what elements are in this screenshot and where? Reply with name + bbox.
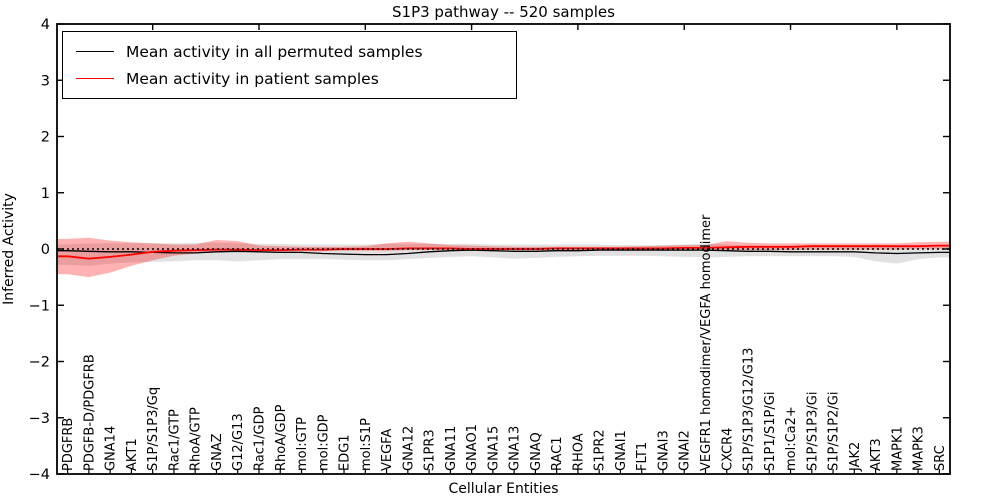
x-tick-label: VEGFA (380, 429, 395, 471)
x-tick-label: G12/G13 (231, 413, 246, 471)
x-tick-label: GNA11 (444, 426, 459, 471)
x-tick-label: PDGFRB (61, 418, 76, 471)
y-tick-label: −3 (29, 411, 50, 427)
x-tick-label: mol:S1P (359, 418, 374, 471)
x-tick-label: GNA14 (104, 426, 119, 471)
x-tick-label: S1P1/S1P/Gi (763, 392, 778, 471)
x-tick-label: CXCR4 (720, 428, 735, 471)
chart-title: S1P3 pathway -- 520 samples (392, 3, 615, 21)
legend-line-sample-red (76, 78, 114, 79)
x-tick-label: GNAI1 (614, 430, 629, 471)
x-tick-label: RAC1 (550, 436, 565, 471)
x-tick-label: S1P/S1P2/Gi (827, 392, 842, 471)
x-tick-label: PDGFB-D/PDGFRB (82, 354, 97, 471)
legend-entry-permuted: Mean activity in all permuted samples (76, 38, 516, 65)
x-tick-label: GNA15 (486, 426, 501, 471)
legend: Mean activity in all permuted samples Me… (62, 31, 517, 99)
legend-line-sample-black (76, 51, 114, 52)
x-tick-label: GNAO1 (465, 424, 480, 471)
x-tick-label: mol:Ca2+ (784, 406, 799, 471)
legend-label: Mean activity in patient samples (126, 69, 379, 88)
x-tick-label: S1PR3 (423, 429, 438, 471)
x-tick-label: GNAI3 (656, 430, 671, 471)
x-tick-label: VEGFR1 homodimer/VEGFA homodimer (699, 214, 714, 471)
x-tick-label: mol:GDP (316, 414, 331, 471)
x-tick-label: AKT1 (125, 438, 140, 471)
x-tick-label: MAPK1 (890, 426, 905, 471)
x-tick-label: RhoA/GDP (274, 404, 289, 471)
y-tick-label: −1 (29, 298, 50, 314)
x-tick-label: EDG1 (338, 434, 353, 471)
plot-border (56, 23, 951, 475)
x-tick-label: AKT3 (869, 438, 884, 471)
y-tick-label: −2 (29, 355, 50, 371)
x-tick-label: mol:GTP (295, 417, 310, 471)
x-tick-label: S1PR2 (593, 429, 608, 471)
permuted-band (58, 242, 949, 266)
x-tick-label: SRC (933, 445, 948, 471)
y-tick-label: 2 (41, 130, 50, 146)
y-tick-label: −4 (29, 467, 50, 483)
y-tick-label: 3 (41, 73, 50, 89)
x-tick-label: Rac1/GTP (167, 409, 182, 471)
x-tick-label: S1P/S1P3/G12/G13 (742, 348, 757, 471)
x-tick-label: FLT1 (635, 442, 650, 471)
y-tick-label: 4 (41, 17, 50, 33)
x-tick-label: RhoA/GTP (189, 407, 204, 471)
x-tick-label: GNA12 (401, 426, 416, 471)
x-tick-label: S1P/S1P3/Gq (146, 387, 161, 471)
x-tick-label: GNA13 (508, 426, 523, 471)
x-tick-label: JAK2 (848, 442, 863, 472)
x-tick-label: GNAQ (529, 432, 544, 471)
x-tick-label: GNAI2 (678, 430, 693, 471)
y-tick-label: 0 (41, 242, 50, 258)
x-tick-label: MAPK3 (912, 426, 927, 471)
y-tick-label: 1 (41, 186, 50, 202)
legend-label: Mean activity in all permuted samples (126, 42, 423, 61)
x-tick-label: S1P/S1P3/Gi (805, 392, 820, 471)
x-tick-label: Rac1/GDP (252, 406, 267, 471)
x-axis-label: Cellular Entities (448, 481, 559, 497)
x-tick-label: GNAZ (210, 433, 225, 471)
x-tick-label: RHOA (571, 433, 586, 471)
legend-entry-patient: Mean activity in patient samples (76, 65, 516, 92)
permuted-mean-line (58, 249, 949, 256)
